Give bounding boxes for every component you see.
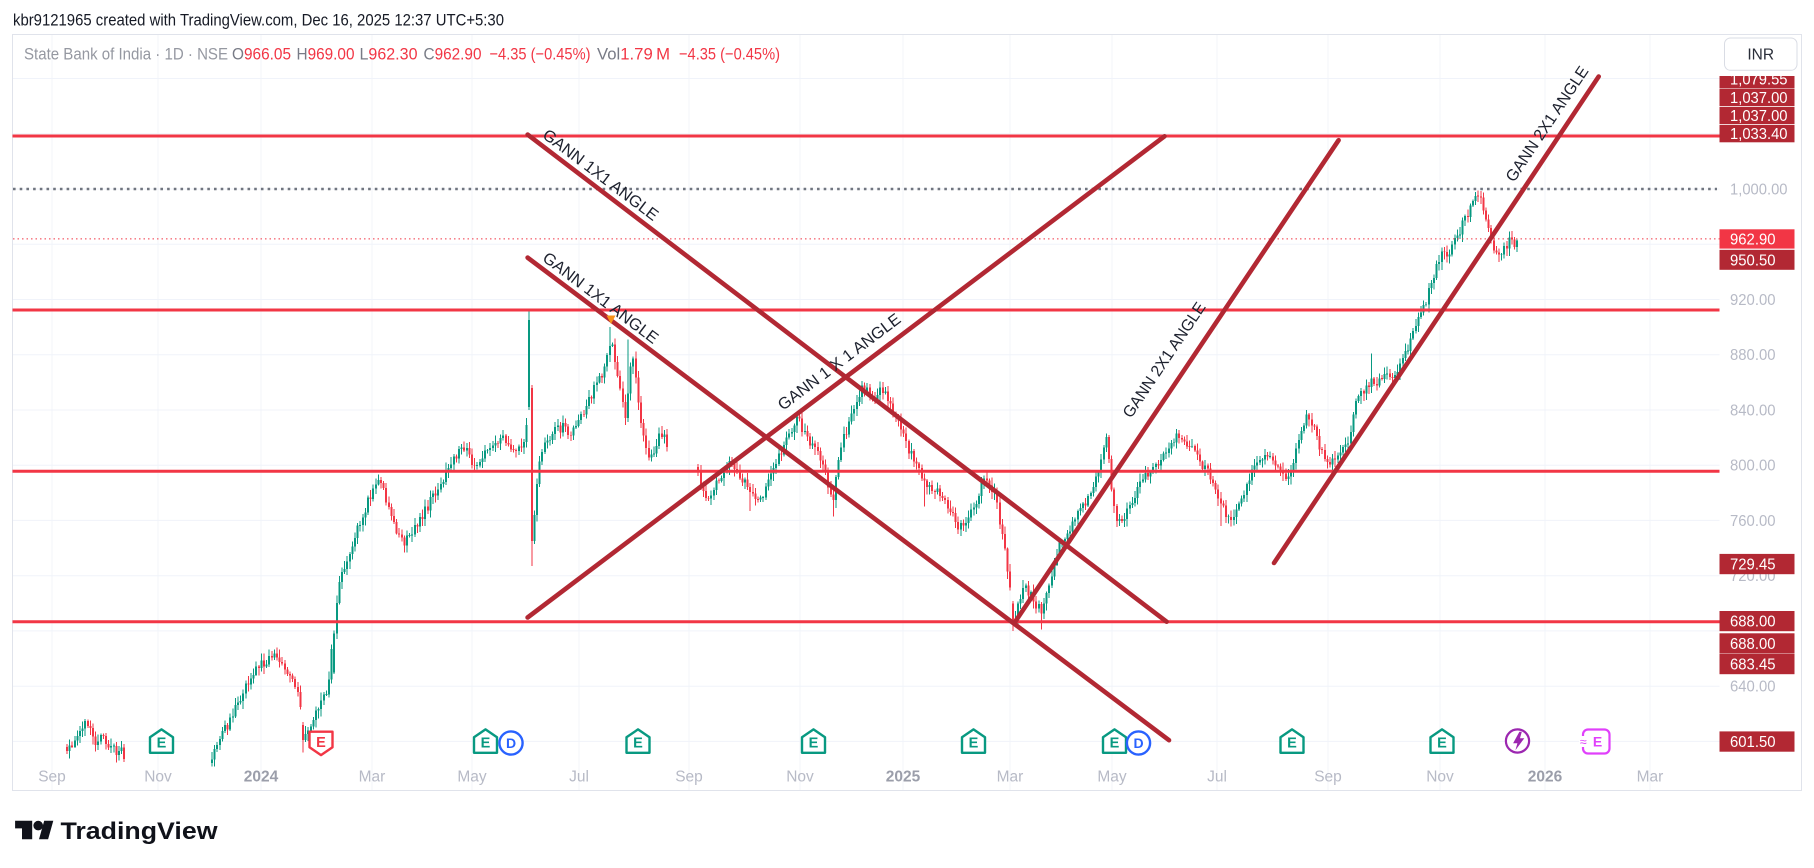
svg-text:Jul: Jul <box>569 769 589 786</box>
svg-text:GANN 1X1 ANGLE: GANN 1X1 ANGLE <box>539 126 662 225</box>
svg-text:640.00: 640.00 <box>1730 679 1776 696</box>
svg-text:Jul: Jul <box>1207 769 1227 786</box>
svg-text:E: E <box>157 735 167 751</box>
svg-text:E: E <box>1287 735 1297 751</box>
svg-text:E: E <box>316 735 326 751</box>
svg-text:Mar: Mar <box>1637 769 1664 786</box>
svg-text:688.00: 688.00 <box>1730 614 1776 631</box>
svg-text:May: May <box>1097 769 1127 786</box>
svg-text:Mar: Mar <box>997 769 1024 786</box>
svg-text:729.45: 729.45 <box>1730 557 1776 574</box>
svg-text:2025: 2025 <box>886 769 921 786</box>
svg-text:INR: INR <box>1747 47 1774 64</box>
svg-text:kbr9121965 created with Tradin: kbr9121965 created with TradingView.com,… <box>13 12 504 30</box>
svg-text:GANN 2X1 ANGLE: GANN 2X1 ANGLE <box>1502 63 1592 185</box>
svg-text:D: D <box>1133 735 1143 751</box>
svg-text:688.00: 688.00 <box>1730 636 1776 653</box>
svg-text:−4.35 (−0.45%): −4.35 (−0.45%) <box>490 45 591 64</box>
svg-text:E: E <box>481 735 491 751</box>
svg-text:May: May <box>457 769 487 786</box>
svg-text:E: E <box>969 735 979 751</box>
svg-text:1,037.00: 1,037.00 <box>1730 90 1788 107</box>
svg-text:880.00: 880.00 <box>1730 347 1776 364</box>
svg-text:Sep: Sep <box>38 769 66 786</box>
svg-text:−4.35 (−0.45%): −4.35 (−0.45%) <box>679 45 780 64</box>
svg-text:GANN 1 X 1 ANGLE: GANN 1 X 1 ANGLE <box>775 310 905 414</box>
svg-text:601.50: 601.50 <box>1730 734 1776 751</box>
svg-text:Mar: Mar <box>359 769 386 786</box>
svg-text:E: E <box>1593 734 1602 750</box>
svg-text:1,033.40: 1,033.40 <box>1730 126 1788 143</box>
svg-text:2024: 2024 <box>244 769 279 786</box>
svg-text:1,000.00: 1,000.00 <box>1730 182 1788 199</box>
svg-text:State Bank of India · 1D · NSE: State Bank of India · 1D · NSE <box>24 45 228 64</box>
svg-text:Sep: Sep <box>675 769 703 786</box>
svg-text:1,037.00: 1,037.00 <box>1730 108 1788 125</box>
svg-text:E: E <box>633 735 643 751</box>
svg-text:683.45: 683.45 <box>1730 657 1776 674</box>
svg-text:2026: 2026 <box>1528 769 1563 786</box>
svg-text:760.00: 760.00 <box>1730 513 1776 530</box>
svg-text:GANN 1X1 ANGLE: GANN 1X1 ANGLE <box>539 249 662 348</box>
svg-text:840.00: 840.00 <box>1730 403 1776 420</box>
svg-text:D: D <box>506 735 516 751</box>
svg-text:Sep: Sep <box>1314 769 1342 786</box>
svg-text:L962.30: L962.30 <box>360 45 418 64</box>
svg-text:Vol1.79 M: Vol1.79 M <box>597 45 670 64</box>
svg-text:962.90: 962.90 <box>1730 232 1776 249</box>
svg-text:E: E <box>1110 735 1120 751</box>
svg-text:H969.00: H969.00 <box>297 45 355 64</box>
svg-text:E: E <box>1437 735 1447 751</box>
svg-text:≈: ≈ <box>1580 735 1587 749</box>
svg-text:C962.90: C962.90 <box>424 45 482 64</box>
svg-text:920.00: 920.00 <box>1730 292 1776 309</box>
svg-text:950.50: 950.50 <box>1730 252 1776 269</box>
svg-text:800.00: 800.00 <box>1730 458 1776 475</box>
svg-text:TradingView: TradingView <box>61 818 219 845</box>
svg-text:O966.05: O966.05 <box>232 45 291 64</box>
svg-text:Nov: Nov <box>144 769 172 786</box>
svg-text:Nov: Nov <box>786 769 814 786</box>
svg-text:Nov: Nov <box>1426 769 1454 786</box>
svg-text:E: E <box>809 735 819 751</box>
